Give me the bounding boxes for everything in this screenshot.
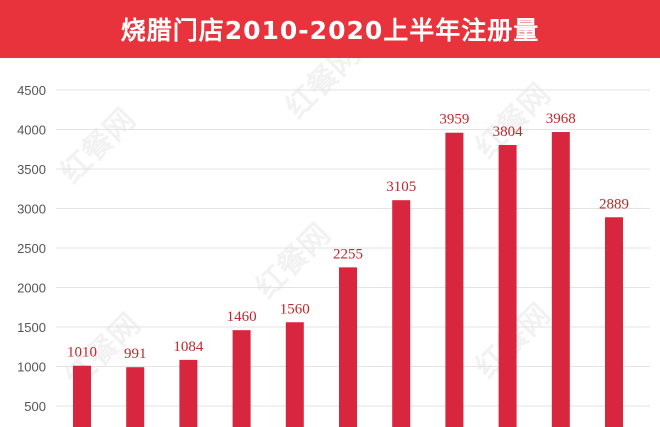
bar-value-label: 2255 xyxy=(333,246,363,262)
y-tick-label: 4000 xyxy=(17,123,46,138)
watermark-text: 红餐网 xyxy=(54,102,142,190)
bar-value-label: 1084 xyxy=(173,339,204,355)
bar xyxy=(73,365,91,427)
bar xyxy=(285,322,304,427)
watermark-text: 红餐网 xyxy=(279,58,367,125)
title-bar: 烧腊门店2010-2020上半年注册量 xyxy=(0,0,660,58)
bar xyxy=(498,144,517,427)
bar xyxy=(232,330,251,427)
y-tick-label: 1000 xyxy=(17,360,46,375)
y-tick-label: 4500 xyxy=(17,83,46,98)
y-tick-label: 2000 xyxy=(17,281,46,296)
bar-value-label: 1460 xyxy=(227,309,257,325)
y-tick-label: 2500 xyxy=(17,241,46,256)
bar xyxy=(339,267,357,427)
bar xyxy=(445,132,464,427)
y-tick-label: 3500 xyxy=(17,162,46,177)
watermark-text: 红餐网 xyxy=(249,217,337,305)
bar-value-label: 2889 xyxy=(599,196,629,212)
chart-area: 红餐网红餐网红餐网红餐网红餐网红餐网5001000150020002500300… xyxy=(0,58,660,427)
bar-value-label: 1010 xyxy=(67,345,97,361)
y-tick-label: 3000 xyxy=(17,202,46,217)
bar xyxy=(179,359,198,427)
bar-value-label: 1560 xyxy=(280,301,310,317)
y-tick-label: 1500 xyxy=(17,320,46,335)
bar xyxy=(126,367,145,427)
bar-chart: 红餐网红餐网红餐网红餐网红餐网红餐网5001000150020002500300… xyxy=(17,58,650,427)
bar xyxy=(551,132,570,427)
bar xyxy=(392,200,411,427)
chart-title: 烧腊门店2010-2020上半年注册量 xyxy=(120,16,540,45)
bar-value-label: 3959 xyxy=(439,112,469,128)
bar-value-label: 991 xyxy=(124,346,147,362)
bar-value-label: 3968 xyxy=(546,111,576,127)
bar xyxy=(605,217,623,427)
bar-value-label: 3804 xyxy=(493,124,524,140)
y-tick-label: 500 xyxy=(24,399,46,414)
bar-value-label: 3105 xyxy=(386,179,416,195)
